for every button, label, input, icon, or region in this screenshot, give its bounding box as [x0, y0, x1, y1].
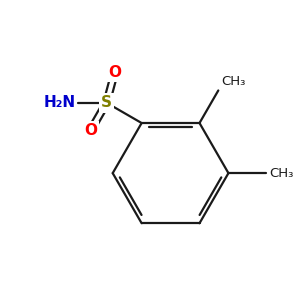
- Text: O: O: [84, 123, 97, 138]
- Text: CH₃: CH₃: [221, 75, 246, 88]
- Text: CH₃: CH₃: [269, 167, 293, 180]
- Text: O: O: [108, 64, 121, 80]
- Text: H₂N: H₂N: [44, 95, 76, 110]
- Text: S: S: [101, 95, 112, 110]
